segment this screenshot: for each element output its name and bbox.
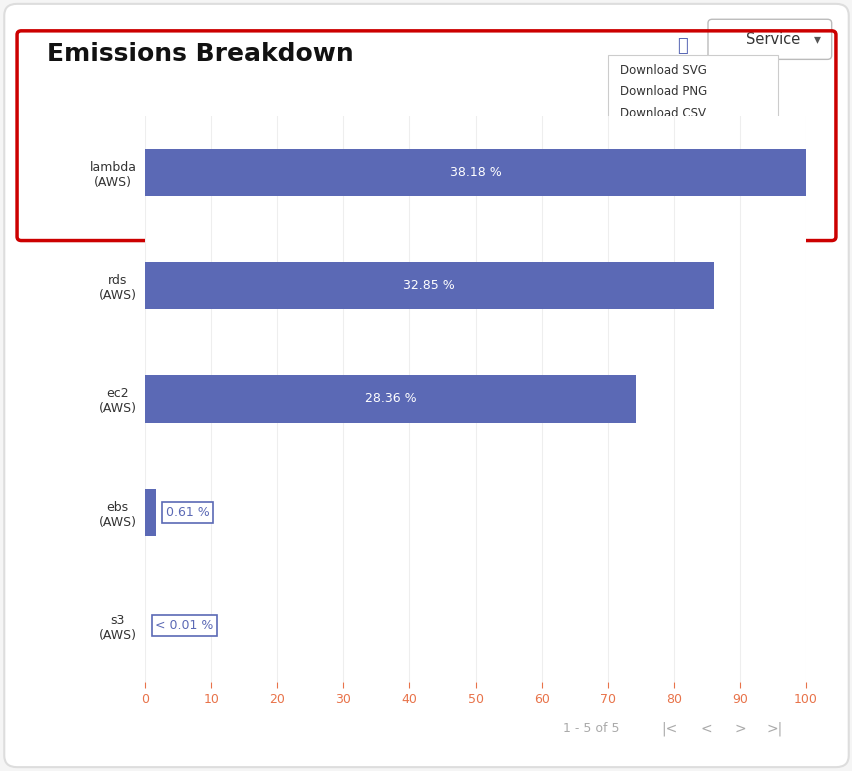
Text: Download PNG: Download PNG xyxy=(619,86,706,98)
Text: Emissions Breakdown: Emissions Breakdown xyxy=(47,42,354,66)
Text: 32.85 %: 32.85 % xyxy=(403,279,455,292)
FancyBboxPatch shape xyxy=(4,4,848,767)
Text: ⤓: ⤓ xyxy=(676,37,687,55)
Text: 0.61 %: 0.61 % xyxy=(165,506,209,519)
Text: 38.18 %: 38.18 % xyxy=(449,166,501,179)
Text: 1 - 5 of 5: 1 - 5 of 5 xyxy=(562,722,619,735)
Text: < 0.01 %: < 0.01 % xyxy=(155,619,213,632)
Text: Download SVG: Download SVG xyxy=(619,64,706,76)
Text: >: > xyxy=(734,722,746,736)
Text: >|: >| xyxy=(765,722,782,736)
Bar xyxy=(145,149,805,196)
FancyBboxPatch shape xyxy=(707,19,831,59)
Text: ▾: ▾ xyxy=(813,32,820,46)
Bar xyxy=(145,375,636,423)
FancyBboxPatch shape xyxy=(607,55,777,121)
Text: 28.36 %: 28.36 % xyxy=(365,392,416,406)
Text: |<: |< xyxy=(660,722,677,736)
Text: Service: Service xyxy=(746,32,800,47)
Bar xyxy=(145,262,712,309)
Text: <: < xyxy=(699,722,711,736)
Text: Download CSV: Download CSV xyxy=(619,107,705,120)
Bar xyxy=(145,489,155,536)
